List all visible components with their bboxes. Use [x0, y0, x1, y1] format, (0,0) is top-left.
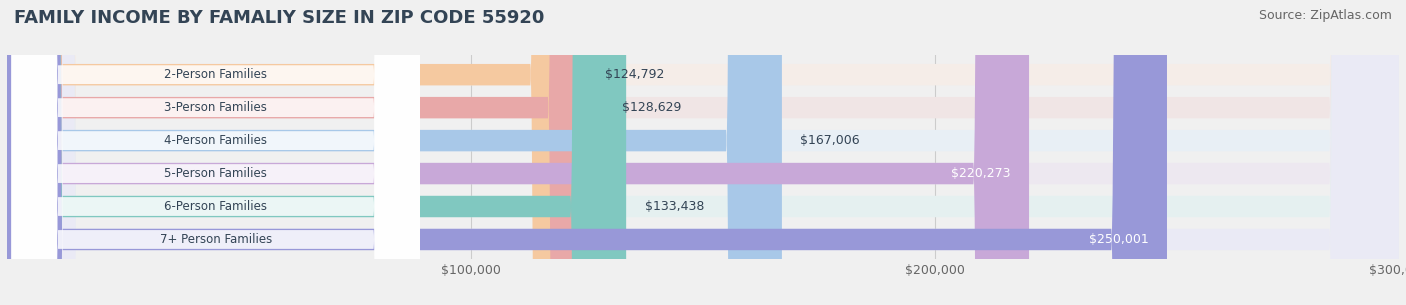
FancyBboxPatch shape	[7, 0, 1399, 305]
Text: 5-Person Families: 5-Person Families	[165, 167, 267, 180]
FancyBboxPatch shape	[7, 0, 1167, 305]
FancyBboxPatch shape	[11, 0, 420, 305]
FancyBboxPatch shape	[11, 0, 420, 305]
FancyBboxPatch shape	[7, 0, 1399, 305]
FancyBboxPatch shape	[7, 0, 1399, 305]
Text: 3-Person Families: 3-Person Families	[165, 101, 267, 114]
FancyBboxPatch shape	[7, 0, 1399, 305]
FancyBboxPatch shape	[11, 0, 420, 305]
Text: $220,273: $220,273	[950, 167, 1011, 180]
FancyBboxPatch shape	[7, 0, 626, 305]
Text: 7+ Person Families: 7+ Person Families	[160, 233, 271, 246]
Text: 4-Person Families: 4-Person Families	[165, 134, 267, 147]
Text: $167,006: $167,006	[800, 134, 860, 147]
Text: $250,001: $250,001	[1088, 233, 1149, 246]
Text: Source: ZipAtlas.com: Source: ZipAtlas.com	[1258, 9, 1392, 22]
FancyBboxPatch shape	[7, 0, 603, 305]
FancyBboxPatch shape	[11, 0, 420, 305]
Text: $124,792: $124,792	[605, 68, 664, 81]
Text: 6-Person Families: 6-Person Families	[165, 200, 267, 213]
Text: $133,438: $133,438	[645, 200, 704, 213]
FancyBboxPatch shape	[11, 0, 420, 305]
Text: FAMILY INCOME BY FAMALIY SIZE IN ZIP CODE 55920: FAMILY INCOME BY FAMALIY SIZE IN ZIP COD…	[14, 9, 544, 27]
FancyBboxPatch shape	[7, 0, 782, 305]
Text: $128,629: $128,629	[623, 101, 682, 114]
FancyBboxPatch shape	[7, 0, 1399, 305]
FancyBboxPatch shape	[11, 0, 420, 305]
FancyBboxPatch shape	[7, 0, 1029, 305]
Text: 2-Person Families: 2-Person Families	[165, 68, 267, 81]
FancyBboxPatch shape	[7, 0, 586, 305]
FancyBboxPatch shape	[7, 0, 1399, 305]
